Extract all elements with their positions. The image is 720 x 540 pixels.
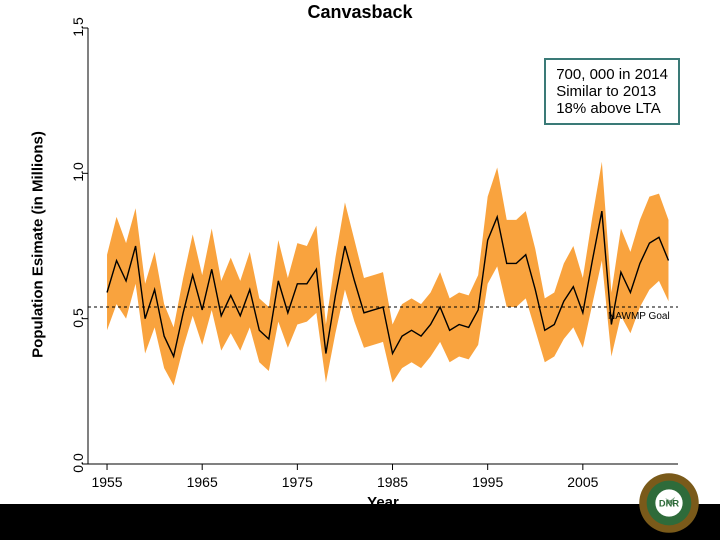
dnr-logo: DNR — [638, 472, 700, 534]
x-tick: 1965 — [177, 474, 227, 490]
x-tick: 1955 — [82, 474, 132, 490]
x-tick: 1975 — [272, 474, 322, 490]
y-tick: 1.5 — [70, 7, 86, 47]
x-tick: 2005 — [558, 474, 608, 490]
x-tick: 1995 — [463, 474, 513, 490]
y-axis-label: Population Esimate (in Millions) — [30, 27, 47, 463]
goal-line-label: NAWMP Goal — [608, 311, 670, 322]
x-tick: 1985 — [368, 474, 418, 490]
y-tick: 1.0 — [70, 152, 86, 192]
summary-info-box: 700, 000 in 2014Similar to 201318% above… — [544, 58, 680, 125]
info-box-line: Similar to 2013 — [556, 83, 668, 100]
info-box-line: 18% above LTA — [556, 100, 668, 117]
x-axis-label: Year — [88, 494, 678, 511]
y-tick: 0.5 — [70, 298, 86, 338]
info-box-line: 700, 000 in 2014 — [556, 66, 668, 83]
chart-title: Canvasback — [0, 2, 720, 23]
